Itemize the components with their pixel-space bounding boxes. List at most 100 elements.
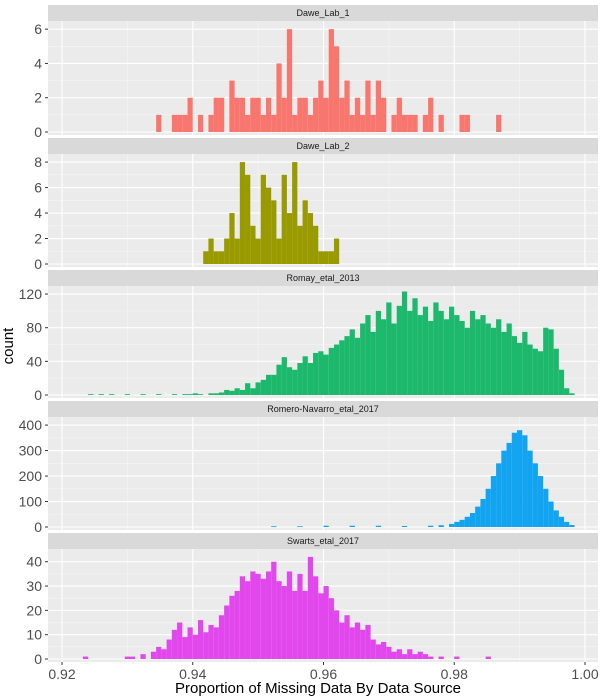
y-tick-label: 4 [34,205,42,221]
histogram-bar [255,573,261,659]
histogram-bar [255,238,261,264]
histogram-bar [281,357,287,395]
x-tick-label: 0.98 [441,666,468,682]
histogram-bar [182,114,188,132]
histogram-bar [318,251,324,264]
histogram-bar [349,525,355,527]
histogram-bar [177,622,183,659]
histogram-bar [459,519,465,527]
histogram-bar [459,114,465,132]
facet-Dawe_Lab_2: Dawe_Lab_2 0 2 4 6 8 [34,138,598,272]
histogram-bar [490,476,497,527]
histogram-bar [218,392,225,395]
histogram-bar [187,97,193,132]
histogram-bar [318,351,324,395]
histogram-bar [245,383,251,395]
histogram-bar [333,610,340,659]
histogram-bar [192,634,198,659]
histogram-bar [333,238,340,264]
histogram-bar [548,329,554,395]
histogram-bar [208,624,214,659]
histogram-bar [532,463,538,527]
histogram-bar [239,162,246,264]
facet-strip-label: Swarts_etal_2017 [287,536,359,546]
histogram-bar [407,649,413,659]
facet-Dawe_Lab_1: Dawe_Lab_1 0 2 4 6 [34,5,598,140]
histogram-bar [313,352,319,395]
y-tick-label: 6 [34,180,42,196]
y-tick-label: 6 [34,21,42,37]
histogram-bar [564,388,570,395]
histogram-bar [171,114,178,132]
y-tick-label: 30 [26,578,42,594]
histogram-bar [464,516,470,527]
histogram-bar [354,622,361,659]
histogram-bar [197,620,204,659]
y-tick-label: 0 [34,124,42,140]
histogram-bar [318,593,324,659]
histogram-bar [250,571,256,659]
histogram-bar [218,615,225,659]
histogram-bar [391,114,397,132]
histogram-bar [360,114,366,132]
histogram-bar [265,97,272,132]
facet-strip [48,5,598,21]
histogram-bar [375,80,382,132]
y-tick-label: 200 [19,468,43,484]
histogram-bar [381,319,387,395]
histogram-bar [333,46,340,132]
histogram-bar [501,331,507,395]
histogram-bar [375,644,382,659]
histogram-bar [506,323,512,395]
histogram-bar [496,463,502,527]
y-tick-label: 40 [26,554,42,570]
histogram-bar [82,656,89,659]
histogram-bar [496,114,502,132]
histogram-bar [401,114,408,132]
histogram-bar [124,656,130,659]
histogram-bar [323,251,329,264]
histogram-bar [349,114,355,132]
histogram-bar [265,571,272,659]
histogram-bar [260,114,266,132]
histogram-bar [271,114,277,132]
histogram-bar [208,393,214,395]
histogram-bar [297,225,303,264]
histogram-bar [328,347,334,395]
facet-strip-label: Romero-Navarro_etal_2017 [267,404,379,414]
histogram-bar [485,488,491,527]
histogram-bar [203,632,209,659]
histogram-bar [443,319,450,395]
histogram-bar [401,525,408,527]
histogram-bar [150,651,157,659]
histogram-bar [480,498,486,527]
facet-panels: Dawe_Lab_1 0 2 4 6 Dawe_Lab_2 0 2 4 6 8 Romay_etal_… [19,5,598,667]
facet-Swarts_etal_2017: Swarts_etal_2017 0 10 20 30 40 [26,533,598,667]
histogram-bar [354,97,361,132]
histogram-bar [171,394,178,395]
histogram-bar [396,649,402,659]
histogram-bar [527,450,533,527]
histogram-bar [558,516,565,527]
histogram-bar [203,251,209,264]
histogram-bar [281,586,287,659]
y-tick-label: 2 [34,90,42,106]
facet-strip [48,270,598,286]
histogram-bar [88,394,94,395]
histogram-bar [213,627,219,659]
y-tick-label: 2 [34,231,42,247]
histogram-bar [428,656,434,659]
histogram-bar [213,97,219,132]
histogram-bar [255,382,261,395]
histogram-bar [428,525,434,527]
histogram-bar [213,251,219,264]
histogram-bar [422,306,429,395]
histogram-bar [396,305,402,395]
y-tick-label: 10 [26,627,42,643]
histogram-bar [511,336,518,395]
histogram-bar [265,374,272,395]
histogram-bar [391,323,397,395]
histogram-bar [313,225,319,264]
histogram-bar [224,238,230,264]
histogram-bar [286,367,293,395]
